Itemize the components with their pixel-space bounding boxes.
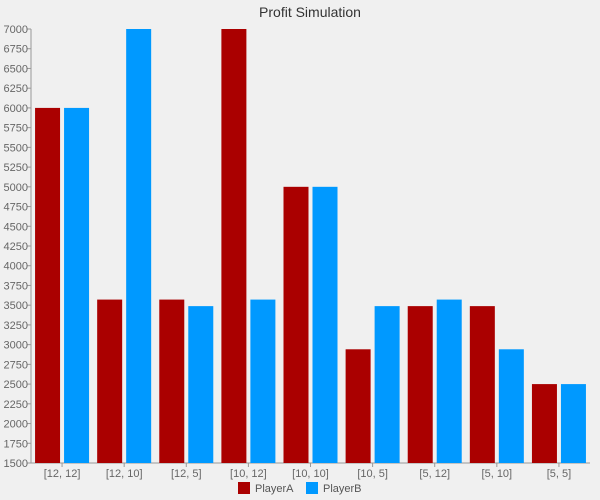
x-tick-label: [5, 5]	[547, 468, 571, 480]
x-tick-label: [12, 10]	[106, 468, 143, 480]
y-tick-label: 4250	[4, 241, 28, 253]
y-tick-label: 2750	[4, 359, 28, 371]
legend-swatch-playera	[238, 482, 250, 494]
x-tick-label: [12, 5]	[171, 468, 202, 480]
x-tick-label: [5, 10]	[482, 468, 513, 480]
bar[interactable]	[97, 299, 123, 463]
bar-series-playerb	[64, 29, 586, 463]
y-tick-label: 5500	[4, 142, 28, 154]
legend-label-playera: PlayerA	[255, 483, 294, 495]
bar[interactable]	[436, 299, 462, 463]
x-tick-label: [12, 12]	[44, 468, 81, 480]
bar-series-group	[35, 29, 586, 463]
chart-title: Profit Simulation	[259, 4, 361, 20]
bar[interactable]	[126, 29, 152, 463]
bar[interactable]	[64, 107, 90, 463]
x-axis: [12, 12] [12, 10] [12, 5] [10, 12] [10, 10] […	[31, 462, 590, 480]
y-tick-label: 5750	[4, 123, 28, 135]
bar[interactable]	[469, 306, 495, 463]
y-tick-label: 5250	[4, 162, 28, 174]
bar[interactable]	[498, 349, 524, 463]
legend-label-playerb: PlayerB	[323, 483, 362, 495]
y-tick-label: 4500	[4, 221, 28, 233]
y-tick-label: 5000	[4, 182, 28, 194]
y-tick-label: 4000	[4, 261, 28, 273]
bar[interactable]	[250, 299, 276, 463]
y-tick-label: 2500	[4, 379, 28, 391]
bar[interactable]	[283, 186, 309, 463]
y-tick-label: 6000	[4, 103, 28, 115]
bar[interactable]	[159, 299, 185, 463]
bar[interactable]	[35, 107, 61, 463]
y-tick-label: 6500	[4, 63, 28, 75]
y-axis: 1500 1750 2000 2250 2500 2750 3000 3250 3500 3750…	[4, 24, 32, 470]
y-tick-label: 6750	[4, 44, 28, 56]
bar[interactable]	[374, 306, 400, 463]
bar[interactable]	[188, 306, 214, 463]
y-tick-label: 7000	[4, 24, 28, 36]
bar[interactable]	[345, 349, 371, 463]
bar[interactable]	[312, 186, 338, 463]
y-tick-label: 3750	[4, 280, 28, 292]
y-tick-label: 3500	[4, 300, 28, 312]
x-tick-label: [10, 10]	[292, 468, 329, 480]
y-tick-label: 1500	[4, 458, 28, 470]
bar[interactable]	[531, 384, 557, 463]
y-tick-label: 6250	[4, 83, 28, 95]
x-tick-label: [10, 5]	[357, 468, 388, 480]
legend: PlayerA PlayerB	[238, 482, 362, 495]
x-tick-label: [5, 12]	[419, 468, 450, 480]
legend-swatch-playerb	[306, 482, 318, 494]
bar[interactable]	[407, 306, 433, 463]
y-tick-label: 4750	[4, 202, 28, 214]
y-tick-label: 2250	[4, 399, 28, 411]
x-tick-label: [10, 12]	[230, 468, 267, 480]
y-tick-label: 3000	[4, 340, 28, 352]
y-tick-label: 3250	[4, 320, 28, 332]
bar[interactable]	[560, 384, 586, 463]
bar[interactable]	[221, 29, 247, 463]
y-tick-label: 2000	[4, 419, 28, 431]
bar-series-playera	[35, 29, 557, 463]
y-tick-label: 1750	[4, 438, 28, 450]
